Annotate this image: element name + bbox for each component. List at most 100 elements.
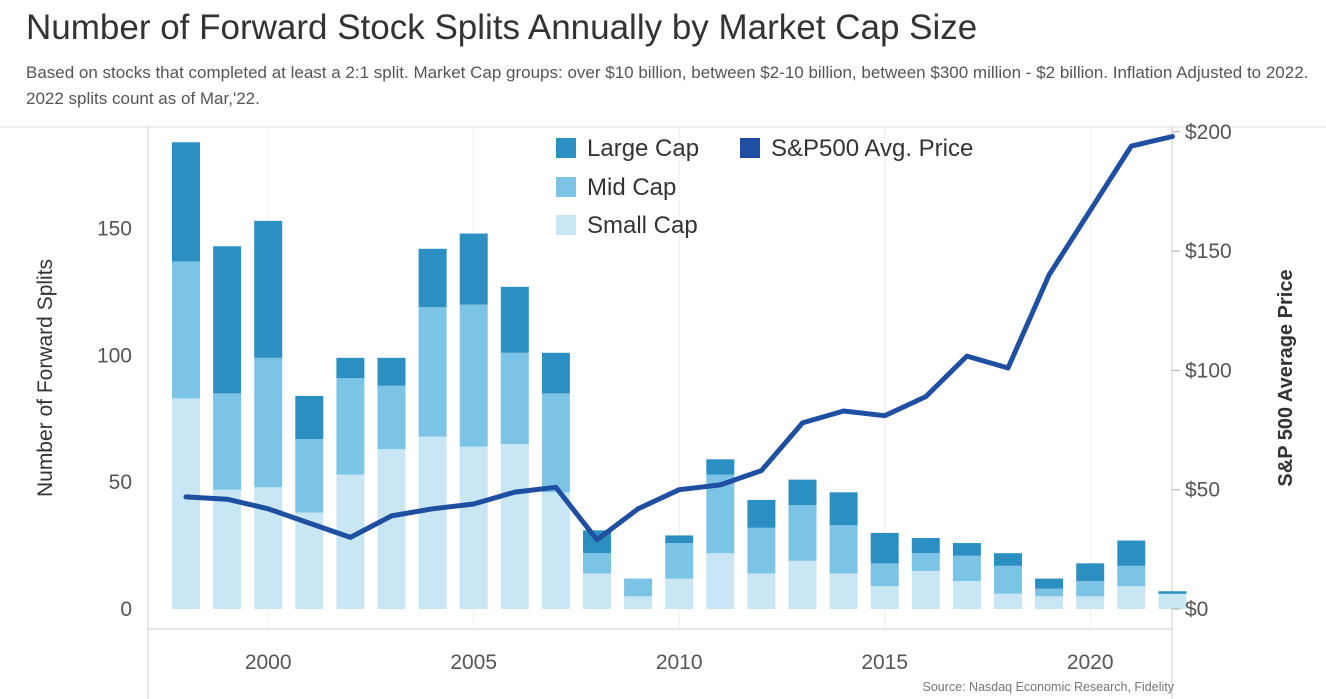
y-left-tick-label: 50 (109, 471, 132, 494)
y-right-tick-label: $200 (1185, 121, 1232, 144)
bar-mid-cap-2010 (665, 543, 694, 579)
bar-small-cap-2019 (1035, 596, 1064, 609)
y-right-tick-label: $50 (1185, 479, 1220, 502)
bar-small-cap-2020 (1076, 596, 1105, 609)
bar-large-cap-2014 (829, 492, 858, 526)
bar-mid-cap-2016 (911, 553, 940, 571)
chart-title: Number of Forward Stock Splits Annually … (26, 8, 978, 47)
bar-mid-cap-2008 (583, 553, 611, 574)
legend-label-mid-cap: Mid Cap (587, 174, 676, 201)
legend-swatch-small-cap (556, 215, 576, 235)
bar-large-cap-2000 (254, 220, 283, 358)
bar-mid-cap-2020 (1076, 581, 1105, 597)
bar-large-cap-2004 (418, 248, 447, 308)
bar-small-cap-2014 (829, 573, 858, 609)
bar-large-cap-2003 (377, 357, 406, 386)
bar-large-cap-2016 (911, 537, 940, 554)
bar-mid-cap-2001 (295, 439, 324, 513)
x-tick-label: 2010 (656, 651, 703, 674)
chart-subtitle: Based on stocks that completed at least … (26, 63, 1309, 108)
sp500-point-2005 (473, 503, 475, 505)
bar-small-cap-2008 (583, 573, 611, 609)
bar-small-cap-2004 (418, 436, 447, 609)
bar-mid-cap-2018 (994, 565, 1022, 594)
bar-mid-cap-2013 (788, 504, 817, 561)
bar-small-cap-2022 (1158, 593, 1187, 609)
bar-large-cap-2018 (994, 553, 1022, 566)
bar-large-cap-2022 (1158, 591, 1187, 594)
legend-label-small-cap: Small Cap (587, 212, 698, 239)
sp500-point-2012 (760, 470, 762, 472)
bar-mid-cap-2000 (254, 357, 283, 488)
bar-large-cap-2015 (870, 532, 899, 564)
bar-mid-cap-2005 (459, 304, 488, 447)
bar-small-cap-2015 (870, 586, 899, 609)
legend: Large Cap S&P500 Avg. Price Mid Cap Small C… (556, 135, 973, 239)
bar-small-cap-2011 (706, 553, 735, 609)
bar-small-cap-2010 (665, 578, 694, 609)
y-left-tick-label: 150 (97, 217, 132, 240)
bar-mid-cap-1998 (172, 261, 200, 399)
sp500-point-1998 (185, 496, 187, 498)
bar-small-cap-1999 (213, 489, 242, 609)
bar-large-cap-2005 (459, 233, 488, 305)
sp500-point-2014 (843, 410, 845, 412)
bar-large-cap-2006 (500, 286, 529, 353)
bar-small-cap-2005 (459, 446, 488, 609)
bar-mid-cap-2021 (1117, 565, 1146, 587)
bar-large-cap-2007 (541, 352, 570, 394)
bar-large-cap-2002 (336, 357, 365, 379)
bar-large-cap-2021 (1117, 540, 1146, 566)
bar-small-cap-2002 (336, 474, 365, 609)
sp500-point-2018 (1007, 367, 1009, 369)
sp500-point-2015 (884, 415, 886, 417)
bar-large-cap-2010 (665, 535, 694, 544)
bar-small-cap-2017 (952, 581, 981, 609)
bar-small-cap-2012 (747, 573, 776, 609)
legend-swatch-large-cap (556, 138, 576, 158)
bar-large-cap-2001 (295, 395, 324, 440)
sp500-point-2004 (432, 508, 434, 510)
bar-large-cap-2012 (747, 499, 776, 528)
bar-small-cap-2006 (500, 444, 529, 609)
bar-small-cap-2016 (911, 570, 940, 609)
bar-small-cap-2013 (788, 560, 817, 609)
legend-swatch-mid-cap (556, 177, 576, 197)
bar-mid-cap-2012 (747, 527, 776, 574)
bar-mid-cap-2019 (1035, 588, 1064, 597)
bar-mid-cap-2007 (541, 393, 570, 493)
bar-small-cap-2009 (624, 596, 653, 609)
y-left-tick-label: 100 (97, 344, 132, 367)
bar-large-cap-2017 (952, 543, 981, 556)
bar-large-cap-2011 (706, 459, 735, 475)
sp500-point-2017 (966, 355, 968, 357)
sp500-point-2000 (267, 508, 269, 510)
bar-small-cap-1998 (172, 398, 200, 609)
bar-mid-cap-2003 (377, 385, 406, 450)
bar-large-cap-1998 (172, 142, 200, 262)
sp500-point-2003 (391, 515, 392, 517)
bar-large-cap-2020 (1076, 563, 1105, 582)
sp500-point-2008 (596, 539, 598, 541)
sp500-point-2002 (349, 536, 351, 538)
legend-label-s-p500-avg-price: S&P500 Avg. Price (771, 135, 973, 162)
bar-mid-cap-1999 (213, 393, 242, 490)
bar-mid-cap-2015 (870, 563, 899, 587)
y-right-tick-label: $0 (1185, 598, 1208, 621)
sp500-point-2010 (678, 489, 680, 491)
legend-label-large-cap: Large Cap (587, 135, 699, 162)
bar-small-cap-2007 (541, 492, 570, 609)
source-note: Source: Nasdaq Economic Research, Fideli… (922, 680, 1174, 694)
bar-mid-cap-2002 (336, 378, 365, 475)
x-tick-label: 2005 (450, 651, 497, 674)
bar-large-cap-1999 (213, 246, 242, 394)
sp500-point-2019 (1048, 274, 1050, 276)
y-left-tick-label: 0 (120, 598, 132, 621)
x-tick-label: 2000 (245, 651, 292, 674)
bar-mid-cap-2004 (418, 307, 447, 437)
sp500-point-1999 (226, 498, 228, 500)
bar-mid-cap-2014 (829, 525, 858, 574)
legend-swatch-s-p500-avg-price (740, 138, 760, 158)
sp500-point-2022 (1171, 136, 1173, 138)
